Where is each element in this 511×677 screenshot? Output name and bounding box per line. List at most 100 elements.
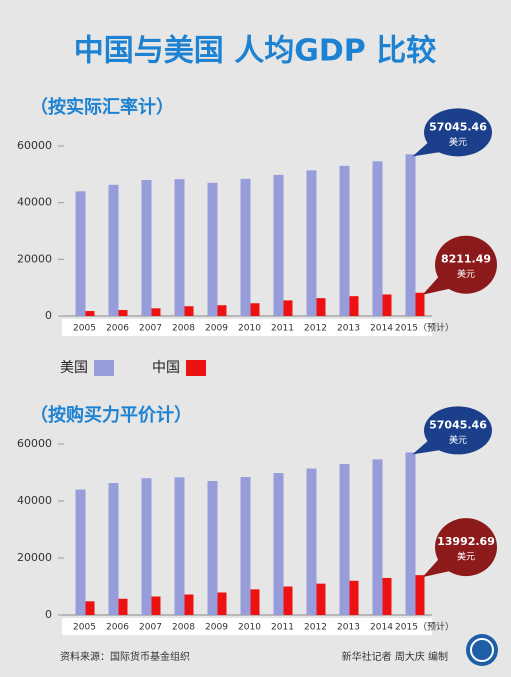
x-tick-label: 2008 xyxy=(172,324,195,334)
bar xyxy=(240,178,251,316)
bar xyxy=(240,477,251,615)
callout-bubble xyxy=(424,406,492,455)
bar xyxy=(217,592,227,615)
bar xyxy=(207,182,218,316)
x-tick-label: 2007 xyxy=(139,324,162,334)
callout-bubble xyxy=(435,235,497,294)
subtitle: （按购买力平价计） xyxy=(30,404,192,426)
x-tick-label: 2014 xyxy=(370,623,393,633)
bar xyxy=(184,594,194,615)
bar xyxy=(141,180,152,316)
bar xyxy=(405,452,416,615)
x-label-strip xyxy=(62,618,432,635)
bar xyxy=(174,477,185,615)
bar xyxy=(85,601,95,615)
y-tick-label: 60000 xyxy=(17,139,52,152)
bar xyxy=(118,310,128,316)
x-tick-label: 2013 xyxy=(337,623,360,633)
source: 资料来源：国际货币基金组织 xyxy=(60,650,190,663)
bar xyxy=(217,305,227,316)
callout-pointer xyxy=(422,552,460,578)
callout-unit: 美元 xyxy=(449,434,467,446)
x-label-strip xyxy=(62,319,432,336)
bar xyxy=(372,161,383,316)
legend-label: 中国 xyxy=(152,360,180,376)
x-tick-label: 2015（预计） xyxy=(395,621,454,633)
x-tick-label: 2012 xyxy=(304,324,327,334)
callout-unit: 美元 xyxy=(449,136,467,148)
x-tick-label: 2006 xyxy=(106,623,129,633)
bar xyxy=(184,306,194,316)
x-tick-label: 2009 xyxy=(205,324,228,334)
callout-value: 8211.49 xyxy=(441,253,491,266)
credit: 新华社记者 周大庆 编制 xyxy=(342,650,448,663)
bar xyxy=(382,294,392,316)
x-tick-label: 2009 xyxy=(205,623,228,633)
x-tick-label: 2010 xyxy=(238,623,261,633)
callout-bubble xyxy=(435,518,497,577)
bar xyxy=(250,303,260,316)
x-tick-label: 2013 xyxy=(337,324,360,334)
x-tick-label: 2005 xyxy=(73,324,96,334)
bar xyxy=(339,463,350,615)
y-tick-label: 40000 xyxy=(17,196,52,209)
bar xyxy=(273,174,284,316)
x-tick-label: 2005 xyxy=(73,623,96,633)
x-tick-label: 2015（预计） xyxy=(395,322,454,334)
bar xyxy=(151,596,161,615)
bar xyxy=(273,473,284,615)
x-tick-label: 2007 xyxy=(139,623,162,633)
bar xyxy=(85,311,95,316)
bar xyxy=(372,459,383,615)
legend-swatch xyxy=(94,360,114,376)
bar xyxy=(118,598,128,615)
bar xyxy=(316,583,326,615)
bar xyxy=(283,300,293,316)
bar xyxy=(108,184,119,316)
x-tick-label: 2011 xyxy=(271,324,294,334)
callout-unit: 美元 xyxy=(457,551,475,563)
bar xyxy=(174,179,185,316)
callout-bubble xyxy=(424,108,492,157)
x-tick-label: 2008 xyxy=(172,623,195,633)
subtitle: （按实际汇率计） xyxy=(30,96,174,118)
y-tick-label: 20000 xyxy=(17,252,52,265)
title: 中国与美国 人均GDP 比较 xyxy=(74,34,436,69)
bar xyxy=(75,191,86,316)
callout-pointer xyxy=(422,270,460,295)
x-tick-label: 2012 xyxy=(304,623,327,633)
callout-value: 13992.69 xyxy=(437,535,495,548)
y-tick-label: 0 xyxy=(45,608,52,621)
bar xyxy=(415,575,425,615)
logo-ring xyxy=(470,638,494,662)
legend-label: 美国 xyxy=(60,360,88,376)
callout-value: 57045.46 xyxy=(429,120,487,133)
y-tick-label: 0 xyxy=(45,309,52,322)
bar xyxy=(108,483,119,615)
x-tick-label: 2011 xyxy=(271,623,294,633)
x-tick-label: 2006 xyxy=(106,324,129,334)
x-tick-label: 2010 xyxy=(238,324,261,334)
bar xyxy=(75,489,86,615)
bar xyxy=(306,468,317,615)
bar xyxy=(415,292,425,316)
bar xyxy=(405,154,416,316)
bar xyxy=(283,586,293,615)
bar xyxy=(151,308,161,316)
bar xyxy=(339,165,350,316)
bar xyxy=(306,170,317,316)
bar xyxy=(250,589,260,615)
callout-unit: 美元 xyxy=(457,268,475,280)
bar xyxy=(141,478,152,615)
bar xyxy=(349,580,359,615)
callout-value: 57045.46 xyxy=(429,418,487,431)
bar xyxy=(382,577,392,615)
x-tick-label: 2014 xyxy=(370,324,393,334)
y-tick-label: 60000 xyxy=(17,437,52,450)
y-tick-label: 40000 xyxy=(17,494,52,507)
bar xyxy=(316,298,326,316)
bar xyxy=(349,296,359,316)
legend-swatch xyxy=(186,360,206,376)
y-tick-label: 20000 xyxy=(17,551,52,564)
